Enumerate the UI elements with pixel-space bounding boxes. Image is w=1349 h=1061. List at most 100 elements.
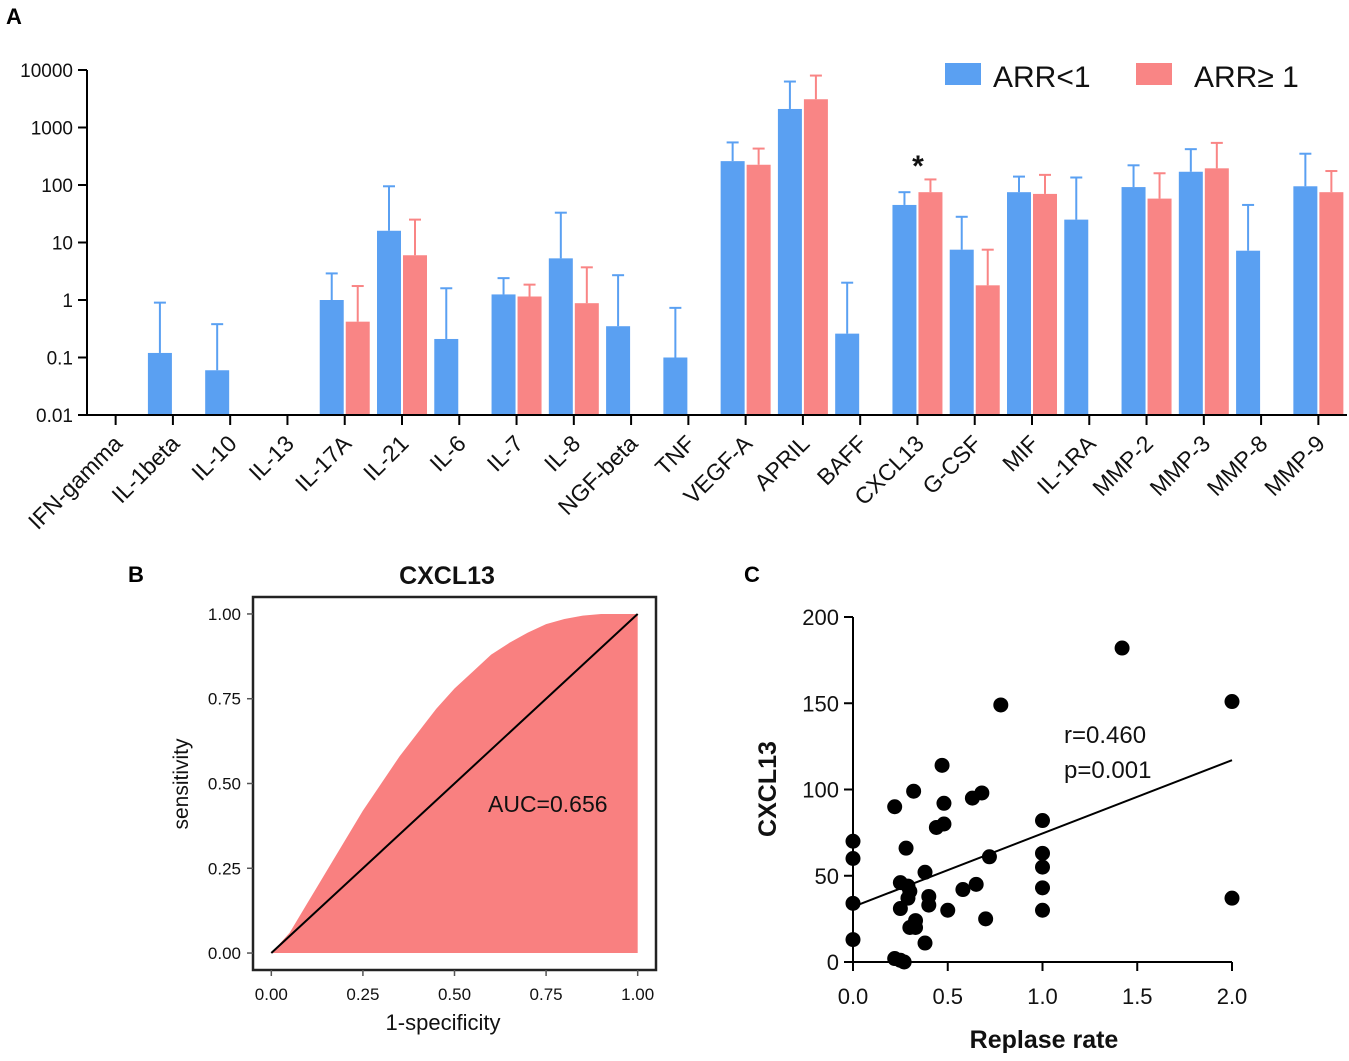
- panel-c-letter: C: [744, 562, 760, 587]
- a-bar: [803, 99, 828, 415]
- legend-label-arr-ge-1: ARR≥ 1: [1194, 61, 1299, 94]
- scatter-x-ticks: 0.0 0.5 1.0 1.5 2.0: [838, 962, 1248, 1009]
- c-xtick-label: 1.5: [1122, 984, 1153, 1009]
- a-bar: [1319, 192, 1344, 415]
- panel-c: C 0 50 100 150 200 0.0 0.5 1.0 1.5 2.0 r=0.460 p…: [744, 562, 1247, 1054]
- scatter-point: [936, 816, 952, 832]
- regression-line: [852, 759, 1233, 908]
- c-xtick-label: 0.5: [932, 984, 963, 1009]
- a-bar: [606, 326, 631, 415]
- c-ytick-label: 150: [802, 691, 839, 716]
- b-xtick-label: 0.25: [346, 985, 379, 1004]
- panel-a-y-ticks: 0.01 0.1 1 10 100 1000 10000: [20, 61, 87, 427]
- a-bar: [1204, 168, 1229, 415]
- scatter-point: [1114, 640, 1130, 656]
- scatter-point: [921, 897, 937, 913]
- a-bar: [1033, 193, 1057, 415]
- scatter-point: [1224, 890, 1240, 906]
- a-bar: [345, 321, 370, 415]
- scatter-point: [892, 901, 908, 917]
- b-ytick-label: 1.00: [208, 605, 241, 624]
- scatter-point: [934, 757, 950, 773]
- c-ytick-label: 50: [815, 864, 839, 889]
- a-bar: [918, 192, 943, 415]
- c-xtick-label: 0.0: [838, 984, 869, 1009]
- a-bar: [434, 338, 459, 415]
- scatter-point: [917, 864, 933, 880]
- legend-label-arr-lt-1: ARR<1: [993, 61, 1091, 94]
- scatter-points: [845, 640, 1240, 970]
- panel-b: B CXCL13 0.000.250.500.751.00 0.00 0.25 0.…: [128, 562, 658, 1035]
- a-category-label: IFN-gamma: [23, 430, 127, 534]
- a-bar: [319, 300, 344, 415]
- scatter-point: [896, 954, 912, 970]
- scatter-point: [902, 883, 918, 899]
- roc-x-ticks: 0.00 0.25 0.50 0.75 1.00: [255, 970, 654, 1004]
- a-bar: [1178, 171, 1203, 415]
- a-bar: [746, 164, 771, 415]
- b-ytick-label: 0.75: [208, 690, 241, 709]
- a-bar: [574, 303, 599, 415]
- legend-swatch-arr-lt-1: [945, 63, 981, 85]
- a-category-label: G-CSF: [917, 430, 986, 499]
- scatter-point: [1035, 813, 1050, 829]
- scatter-point: [887, 799, 903, 815]
- a-ytick-label: 10: [52, 234, 73, 255]
- scatter-point: [917, 935, 933, 951]
- b-ytick-label: 0.00: [208, 944, 241, 963]
- scatter-point: [940, 902, 956, 918]
- a-bar: [517, 296, 542, 415]
- a-bar: [663, 357, 688, 415]
- roc-y-label: sensitivity: [170, 738, 193, 830]
- scatter-point: [908, 920, 924, 935]
- scatter-point: [1035, 880, 1050, 896]
- roc-y-ticks: 0.00 0.25 0.50 0.75 1.00: [208, 605, 253, 963]
- a-bar: [1064, 219, 1089, 415]
- scatter-y-label: CXCL13: [754, 741, 782, 837]
- a-bar: [835, 333, 860, 415]
- a-category-label: IL-21: [358, 430, 413, 485]
- a-bar: [1147, 198, 1172, 415]
- panel-b-letter: B: [128, 562, 144, 587]
- scatter-point: [1035, 859, 1050, 875]
- a-category-label: IL-7: [482, 430, 528, 476]
- scatter-point: [845, 932, 861, 948]
- auc-label: AUC=0.656: [488, 791, 608, 817]
- c-xtick-label: 2.0: [1217, 984, 1248, 1009]
- a-bar: [1293, 186, 1318, 415]
- scatter-point: [845, 895, 861, 911]
- a-category-label: TNF: [650, 430, 700, 480]
- correlation-r: r=0.460: [1064, 722, 1146, 749]
- a-bar: [1007, 192, 1031, 415]
- a-category-label: IL-17A: [290, 430, 357, 497]
- scatter-point: [968, 876, 984, 892]
- b-xtick-label: 1.00: [621, 985, 654, 1004]
- scatter-x-label: Replase rate: [970, 1026, 1119, 1054]
- b-xtick-label: 0.00: [255, 985, 288, 1004]
- significance-star: *: [912, 150, 924, 183]
- scatter-point: [978, 911, 994, 927]
- b-ytick-label: 0.50: [208, 775, 241, 794]
- scatter-point: [845, 851, 861, 866]
- a-bar: [777, 108, 802, 416]
- a-category-label: IL-1RA: [1032, 430, 1101, 499]
- a-ytick-label: 1000: [31, 119, 73, 140]
- a-bar: [491, 294, 516, 415]
- a-ytick-label: 0.01: [36, 406, 73, 427]
- panel-a-bars: [147, 74, 1344, 416]
- c-ytick-label: 200: [802, 605, 839, 630]
- a-category-label: IL-6: [424, 430, 470, 476]
- roc-title: CXCL13: [399, 562, 495, 590]
- scatter-point: [845, 833, 861, 849]
- scatter-point: [1035, 902, 1050, 918]
- correlation-p: p=0.001: [1064, 757, 1151, 784]
- a-category-label: MMP-3: [1145, 430, 1216, 501]
- a-category-label: MMP-2: [1087, 430, 1158, 501]
- a-bar: [949, 249, 974, 415]
- b-xtick-label: 0.50: [438, 985, 471, 1004]
- panel-a-letter: A: [6, 4, 22, 29]
- panel-a-legend: ARR<1 ARR≥ 1: [945, 61, 1299, 94]
- a-category-label: APRIL: [749, 430, 815, 496]
